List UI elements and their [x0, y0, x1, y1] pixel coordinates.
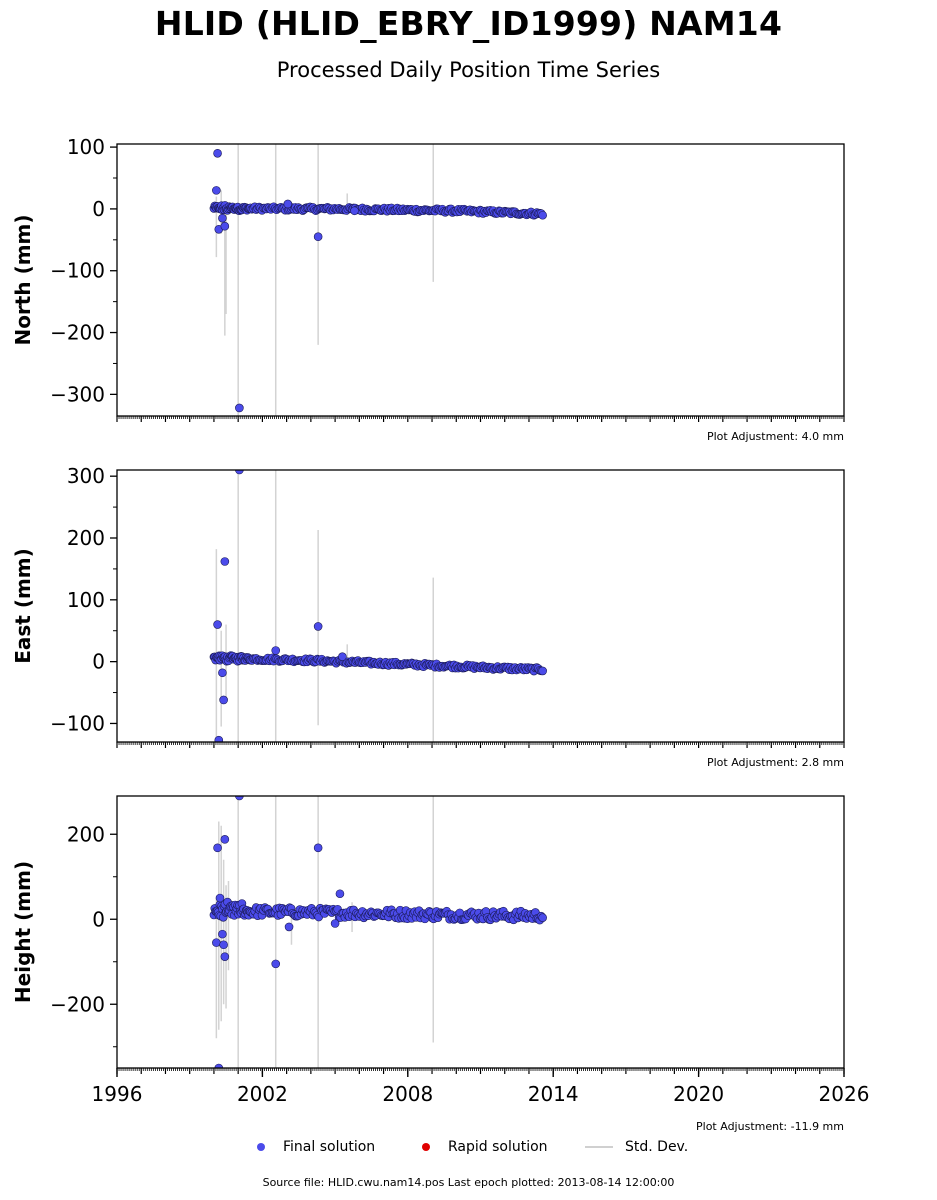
outlier-point: [338, 652, 347, 661]
panel-2: 200 0 −200 1996 2002 2008 2014 2020 2026 Height (…: [11, 795, 870, 1133]
outlier-point: [220, 952, 230, 961]
outlier-point: [218, 668, 227, 678]
outlier-point: [213, 843, 222, 853]
page-title: HLID (HLID_EBRY_ID1999) NAM14: [154, 4, 783, 43]
source-footer: Source file: HLID.cwu.nam14.pos Last epo…: [262, 1176, 675, 1189]
outlier-point: [350, 206, 359, 216]
y-tick-label: 100: [67, 135, 105, 159]
x-tick-label: 2026: [819, 1082, 870, 1106]
data-point: [538, 913, 547, 922]
y-axis-label: North (mm): [11, 214, 35, 345]
final-solution-marker: [257, 1143, 265, 1151]
outlier-point: [220, 557, 230, 566]
outlier-point: [220, 835, 230, 844]
outlier-point: [235, 470, 244, 475]
outlier-point: [283, 199, 293, 209]
outlier-point: [235, 403, 244, 413]
outlier-point: [214, 1063, 224, 1068]
y-tick-label: 0: [92, 907, 105, 931]
y-tick-label: 200: [67, 526, 105, 550]
rapid-solution-marker: [422, 1143, 430, 1151]
data-point: [538, 210, 547, 220]
outlier-point: [313, 843, 323, 853]
outlier-point: [218, 213, 227, 223]
std-dev-line: [585, 1146, 613, 1148]
y-tick-label: 0: [92, 650, 105, 674]
page-subtitle: Processed Daily Position Time Series: [276, 58, 661, 82]
outlier-point: [271, 959, 281, 969]
x-tick-label: 2014: [528, 1082, 579, 1106]
x-tick-label: 2002: [237, 1082, 288, 1106]
y-tick-label: 0: [92, 197, 105, 221]
y-axis-label: Height (mm): [11, 861, 35, 1003]
outlier-point: [212, 938, 221, 947]
y-tick-label: −200: [50, 992, 105, 1016]
y-tick-label: 300: [67, 464, 105, 488]
outlier-point: [212, 186, 221, 195]
plot-adjustment-label: Plot Adjustment: -11.9 mm: [696, 1120, 844, 1133]
legend-label-std: Std. Dev.: [625, 1139, 689, 1155]
plot-adjustment-label: Plot Adjustment: 4.0 mm: [707, 430, 844, 443]
outlier-point: [220, 221, 230, 231]
outlier-point: [219, 695, 228, 705]
x-tick-label: 2020: [673, 1082, 724, 1106]
plot-area: [209, 796, 547, 1068]
panel-1: 300 200 100 0 −100 East (mm) Plot Adjustment: …: [11, 464, 845, 769]
outlier-point: [335, 889, 345, 899]
plot-area: [209, 470, 547, 742]
legend-label-final: Final solution: [283, 1139, 376, 1155]
outlier-point: [313, 622, 323, 631]
outlier-point: [313, 232, 323, 242]
outlier-point: [215, 893, 225, 903]
x-tick-label: 1996: [92, 1082, 143, 1106]
y-tick-label: 200: [67, 822, 105, 846]
y-tick-label: −100: [50, 259, 105, 283]
y-tick-label: −100: [50, 711, 105, 735]
outlier-point: [330, 919, 340, 928]
plot-area: [209, 144, 547, 416]
panel-0: 100 0 −100 −200 −300 North (mm) Plot Adjustmen…: [11, 135, 845, 443]
outlier-point: [214, 735, 224, 742]
outlier-point: [218, 929, 227, 939]
outlier-point: [213, 620, 222, 629]
outlier-point: [213, 148, 222, 158]
y-tick-label: 100: [67, 588, 105, 612]
outlier-point: [235, 796, 244, 801]
outlier-point: [271, 646, 281, 655]
legend-item-std: Std. Dev.: [585, 1137, 688, 1157]
legend-item-final: Final solution: [257, 1137, 375, 1157]
legend-label-rapid: Rapid solution: [448, 1139, 548, 1155]
legend-item-rapid: Rapid solution: [422, 1137, 548, 1157]
plot-adjustment-label: Plot Adjustment: 2.8 mm: [707, 756, 844, 769]
legend: Final solution Rapid solution Std. Dev.: [0, 1137, 937, 1159]
y-axis-label: East (mm): [11, 548, 35, 664]
data-point: [538, 666, 547, 676]
outlier-point: [219, 940, 228, 950]
y-tick-label: −300: [50, 382, 105, 406]
y-tick-label: −200: [50, 321, 105, 345]
x-tick-label: 2008: [382, 1082, 433, 1106]
outlier-point: [284, 922, 294, 932]
